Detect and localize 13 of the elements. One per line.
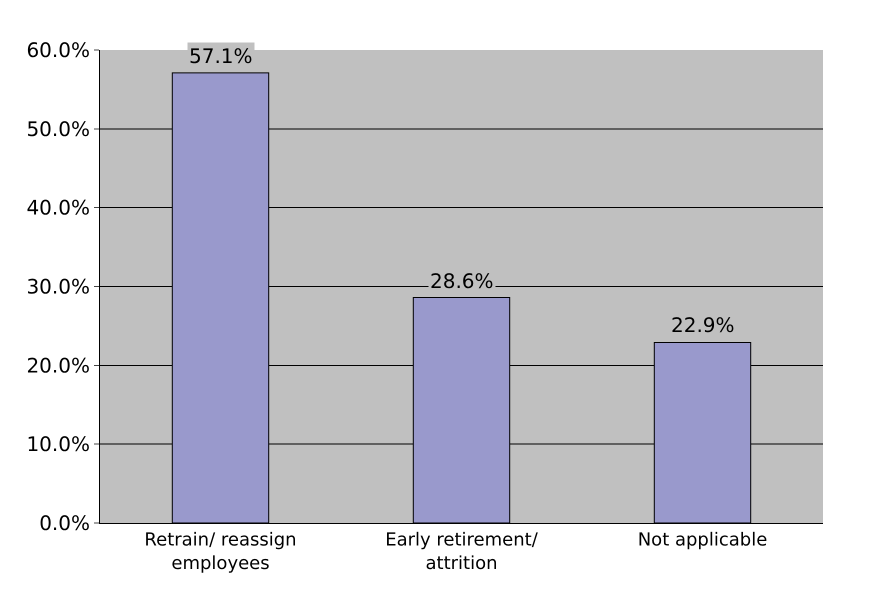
x-tick-label: Retrain/ reassign employees: [144, 530, 297, 574]
data-label: 57.1%: [189, 44, 253, 68]
y-tick-label: 20.0%: [26, 353, 90, 378]
y-tick-label: 60.0%: [26, 38, 90, 62]
y-tick-label: 40.0%: [26, 196, 90, 220]
x-tick-label: Not applicable: [638, 530, 768, 551]
data-label: 22.9%: [671, 313, 735, 337]
y-tick-label: 30.0%: [26, 274, 90, 298]
y-tick-label: 10.0%: [26, 432, 90, 456]
y-tick-label: 50.0%: [26, 116, 90, 141]
y-tick-label: 0.0%: [39, 511, 90, 535]
x-tick-label: Early retirement/ attrition: [385, 530, 539, 574]
data-label: 28.6%: [430, 269, 494, 293]
